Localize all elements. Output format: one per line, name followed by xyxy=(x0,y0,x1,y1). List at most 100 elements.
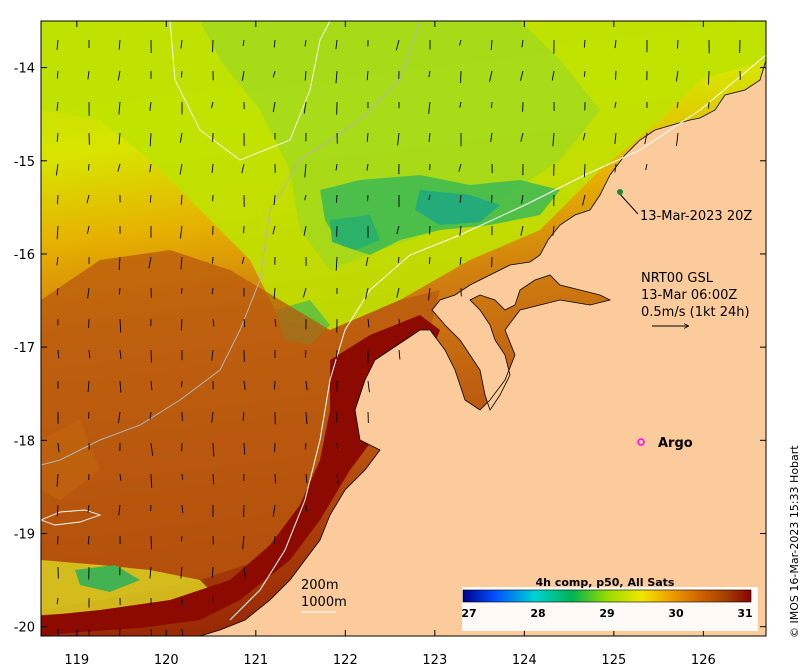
current-vector xyxy=(56,504,59,517)
x-tick-label: 125 xyxy=(601,653,626,668)
current-vector xyxy=(458,163,462,172)
current-source-label: NRT00 GSL xyxy=(641,271,714,286)
current-vector xyxy=(304,163,307,178)
current-vector xyxy=(644,132,648,145)
current-vector xyxy=(676,132,679,147)
current-vector xyxy=(119,349,122,359)
current-vector xyxy=(614,132,617,145)
current-vector xyxy=(272,225,276,235)
current-vector xyxy=(243,442,246,455)
current-vector xyxy=(335,256,338,271)
current-vector xyxy=(57,194,59,205)
current-vector xyxy=(397,256,400,264)
current-vector xyxy=(552,225,555,236)
current-vector xyxy=(56,70,59,79)
current-vector xyxy=(242,411,245,421)
current-vector xyxy=(180,535,183,542)
current-vector xyxy=(150,380,153,391)
current-vector xyxy=(118,101,121,115)
x-tick-label: 124 xyxy=(512,653,537,668)
current-vector xyxy=(428,101,431,114)
current-vector xyxy=(181,287,183,294)
current-vector xyxy=(273,194,276,206)
current-vector xyxy=(149,194,152,203)
current-vector xyxy=(243,566,246,579)
current-vector xyxy=(520,225,524,236)
current-vector xyxy=(87,287,90,299)
current-vector xyxy=(302,287,307,298)
land-mass xyxy=(199,59,766,636)
credit-text: © IMOS 16-Mar-2023 15:33 Hobart xyxy=(788,445,801,638)
y-tick-label: -20 xyxy=(14,621,35,636)
colorbar-tick-label: 31 xyxy=(737,607,752,620)
current-vector xyxy=(212,318,215,327)
current-vector xyxy=(149,132,152,147)
current-vector xyxy=(304,349,307,358)
current-vector xyxy=(88,349,91,359)
x-axis: 119 120 121 122 123 124 125 126 xyxy=(64,21,716,668)
current-vector xyxy=(676,101,679,109)
colorbar-tick-label: 29 xyxy=(599,607,614,620)
current-vector xyxy=(367,318,370,328)
current-vector xyxy=(242,535,245,550)
cool-patch-2 xyxy=(330,215,380,250)
current-vector xyxy=(428,287,431,301)
current-vector xyxy=(243,380,246,390)
current-vector xyxy=(211,101,214,109)
current-vector xyxy=(56,287,59,296)
colorbar-tick-label: 30 xyxy=(668,607,684,620)
current-vector xyxy=(304,442,307,450)
current-vector xyxy=(88,411,90,419)
current-vector xyxy=(428,194,431,201)
current-vector xyxy=(675,70,679,82)
current-vector xyxy=(397,132,400,146)
current-vector xyxy=(117,411,121,424)
y-tick-label: -19 xyxy=(14,528,35,543)
current-vector xyxy=(87,504,90,513)
legend-200m: 200m xyxy=(301,578,338,593)
current-vector xyxy=(181,473,184,480)
current-vector xyxy=(119,473,122,481)
current-vector xyxy=(395,39,400,51)
coastal-green xyxy=(75,565,140,592)
current-vector xyxy=(398,349,401,360)
current-vector xyxy=(150,535,153,550)
track-time-label: 13-Mar-2023 20Z xyxy=(640,209,752,224)
current-vector xyxy=(583,163,586,178)
current-vector xyxy=(521,39,524,48)
current-vector xyxy=(211,411,214,423)
current-vector xyxy=(180,566,183,579)
current-vector xyxy=(211,287,214,295)
current-vector xyxy=(459,101,462,108)
current-vector xyxy=(273,39,276,48)
current-vector xyxy=(273,287,276,299)
colorbar-scale xyxy=(462,589,752,603)
current-vector xyxy=(241,70,245,81)
current-vector xyxy=(57,349,60,359)
argo-label: Argo xyxy=(658,436,693,451)
colorbar: 4h comp, p50, All Sats 27 28 29 30 31 xyxy=(461,576,758,631)
current-vector xyxy=(180,70,183,78)
colorbar-tick-label: 27 xyxy=(461,607,476,620)
current-vector xyxy=(336,473,339,484)
current-vector xyxy=(118,287,121,295)
current-vector xyxy=(181,504,184,514)
current-vector xyxy=(118,504,121,516)
current-vector xyxy=(179,132,183,143)
current-vector xyxy=(118,256,121,271)
current-vector xyxy=(490,39,493,51)
current-vector xyxy=(459,256,462,266)
current-vector xyxy=(149,163,152,173)
isobath-west xyxy=(41,509,102,526)
current-vector xyxy=(304,70,307,81)
current-vector xyxy=(211,163,214,174)
current-vector xyxy=(366,70,369,81)
current-vector xyxy=(396,225,400,235)
warm-water xyxy=(41,250,440,610)
x-tick-label: 119 xyxy=(64,653,89,668)
x-tick-label: 126 xyxy=(691,653,716,668)
current-vector xyxy=(212,597,215,606)
y-tick-label: -15 xyxy=(14,155,35,170)
current-vector xyxy=(118,39,121,50)
green-band xyxy=(200,21,600,270)
